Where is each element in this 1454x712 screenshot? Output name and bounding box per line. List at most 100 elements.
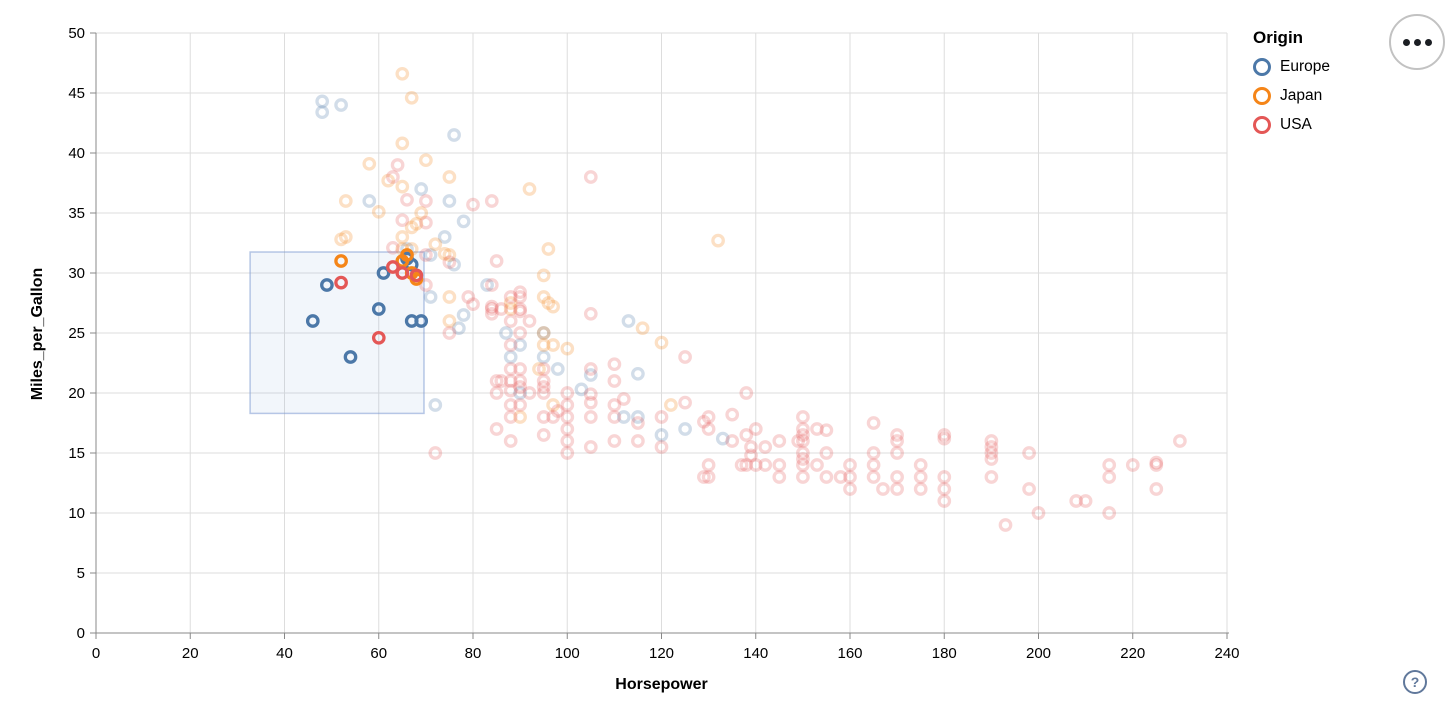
data-point	[442, 326, 457, 340]
data-point	[937, 494, 952, 508]
data-point	[701, 410, 716, 424]
data-point	[701, 470, 716, 484]
data-point	[536, 268, 551, 283]
data-point	[678, 350, 692, 364]
x-tick-label: 200	[1026, 645, 1051, 662]
data-point	[338, 230, 353, 244]
data-point	[560, 446, 575, 460]
legend-item-usa: USA	[1253, 116, 1330, 134]
data-point	[315, 105, 330, 120]
data-point	[546, 299, 560, 314]
x-tick-label: 140	[743, 645, 768, 662]
data-point	[560, 434, 575, 448]
data-point	[338, 194, 353, 208]
data-point	[631, 434, 645, 448]
data-point	[560, 422, 575, 436]
data-point	[607, 357, 622, 372]
data-point	[513, 285, 527, 300]
data-point	[583, 362, 598, 376]
x-tick-label: 160	[837, 645, 862, 662]
data-point	[371, 330, 386, 345]
data-point	[442, 194, 457, 208]
legend-item-japan: Japan	[1253, 87, 1330, 105]
data-point	[913, 470, 928, 484]
data-point	[984, 452, 999, 466]
data-point	[522, 314, 537, 328]
data-point	[419, 194, 433, 208]
data-point	[513, 338, 527, 352]
data-point	[499, 326, 513, 340]
data-point	[937, 482, 952, 496]
data-point	[461, 290, 476, 304]
data-point	[725, 434, 740, 448]
y-tick-label: 20	[68, 385, 85, 402]
data-point	[513, 362, 527, 376]
data-point	[550, 362, 565, 376]
help-icon[interactable]: ?	[1403, 670, 1427, 694]
data-point	[791, 434, 806, 448]
data-point	[503, 290, 518, 304]
data-point	[536, 350, 551, 364]
data-point	[343, 350, 358, 364]
data-point	[560, 386, 575, 400]
data-point	[371, 302, 386, 316]
data-point	[654, 428, 669, 442]
x-tick-label: 40	[276, 645, 293, 662]
data-point	[428, 446, 443, 460]
data-point	[550, 404, 565, 418]
data-point	[725, 407, 740, 422]
data-point	[664, 398, 678, 412]
data-point	[913, 458, 928, 472]
y-tick-label: 45	[68, 85, 85, 102]
menu-button[interactable]	[1389, 14, 1445, 70]
data-point	[583, 440, 598, 454]
legend-swatch-icon	[1253, 116, 1271, 134]
data-point	[536, 380, 551, 394]
legend-label: Europe	[1280, 58, 1330, 75]
data-point	[484, 302, 499, 316]
y-tick-label: 35	[68, 205, 85, 222]
data-point	[334, 275, 348, 290]
data-point	[480, 278, 494, 292]
data-point	[937, 431, 952, 446]
data-point	[621, 314, 636, 328]
data-point	[796, 458, 810, 472]
legend-label: Japan	[1280, 87, 1323, 104]
data-point	[1031, 506, 1046, 520]
data-point	[890, 470, 904, 484]
x-tick-label: 220	[1120, 645, 1145, 662]
data-point	[697, 470, 711, 484]
data-point	[386, 240, 400, 255]
data-point	[423, 248, 438, 262]
data-point	[536, 326, 551, 340]
data-point	[866, 446, 881, 460]
data-point	[484, 194, 499, 208]
data-point	[442, 170, 457, 184]
data-point	[1149, 455, 1164, 470]
data-point	[758, 458, 773, 472]
data-point	[503, 374, 518, 388]
data-point	[315, 94, 330, 109]
data-point	[442, 255, 457, 270]
data-point	[414, 182, 429, 196]
data-point	[409, 268, 424, 283]
data-point	[442, 314, 457, 328]
data-point	[419, 215, 433, 230]
data-point	[758, 440, 773, 454]
data-point	[607, 410, 622, 424]
data-point	[536, 410, 551, 424]
data-point	[494, 374, 509, 388]
data-point	[796, 428, 810, 442]
data-point	[489, 422, 504, 436]
data-point	[1022, 482, 1036, 496]
data-point	[819, 470, 834, 484]
data-point	[334, 98, 348, 112]
data-point	[1173, 434, 1187, 448]
data-point	[503, 434, 518, 448]
data-point	[452, 321, 466, 336]
data-point	[890, 434, 904, 448]
data-point	[796, 410, 810, 424]
x-axis-title: Horsepower	[615, 676, 708, 693]
